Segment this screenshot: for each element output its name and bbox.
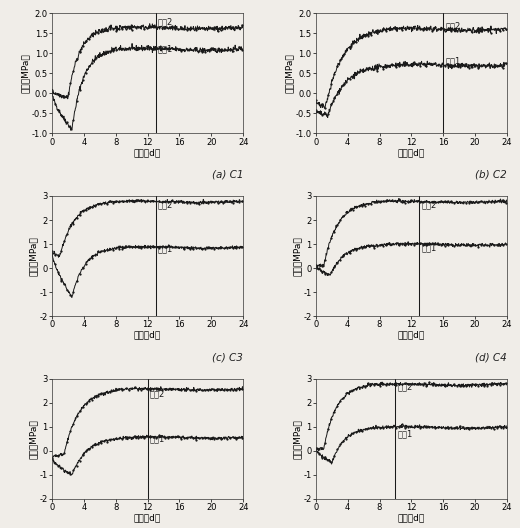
Text: (c) C3: (c) C3	[212, 352, 243, 362]
Y-axis label: 应力（MPa）: 应力（MPa）	[21, 53, 30, 93]
X-axis label: 时间（d）: 时间（d）	[134, 331, 161, 340]
X-axis label: 时间（d）: 时间（d）	[134, 148, 161, 157]
Y-axis label: 应力（MPa）: 应力（MPa）	[29, 236, 38, 276]
Text: 测点2: 测点2	[158, 200, 173, 209]
Text: (b) C2: (b) C2	[475, 169, 507, 180]
Text: (a) C1: (a) C1	[212, 169, 243, 180]
Y-axis label: 应力（MPa）: 应力（MPa）	[293, 236, 302, 276]
Text: 测点1: 测点1	[150, 434, 165, 443]
X-axis label: 时间（d）: 时间（d）	[398, 331, 425, 340]
Y-axis label: 应力（MPa）: 应力（MPa）	[293, 419, 302, 459]
Text: 测点2: 测点2	[446, 22, 461, 31]
Text: 测点1: 测点1	[398, 429, 413, 438]
X-axis label: 时间（d）: 时间（d）	[398, 514, 425, 523]
Text: 测点2: 测点2	[422, 200, 437, 209]
Y-axis label: 应力（MPa）: 应力（MPa）	[29, 419, 38, 459]
Text: 测点2: 测点2	[150, 390, 165, 399]
X-axis label: 时间（d）: 时间（d）	[134, 514, 161, 523]
Text: 测点1: 测点1	[446, 56, 461, 65]
Text: 测点2: 测点2	[158, 17, 173, 26]
Text: (d) C4: (d) C4	[475, 352, 507, 362]
Text: 测点1: 测点1	[422, 243, 437, 252]
Text: 测点1: 测点1	[158, 244, 173, 253]
Y-axis label: 应力（MPa）: 应力（MPa）	[285, 53, 294, 93]
Text: 测点1: 测点1	[158, 44, 173, 53]
X-axis label: 时间（d）: 时间（d）	[398, 148, 425, 157]
Text: 测点2: 测点2	[398, 383, 413, 392]
